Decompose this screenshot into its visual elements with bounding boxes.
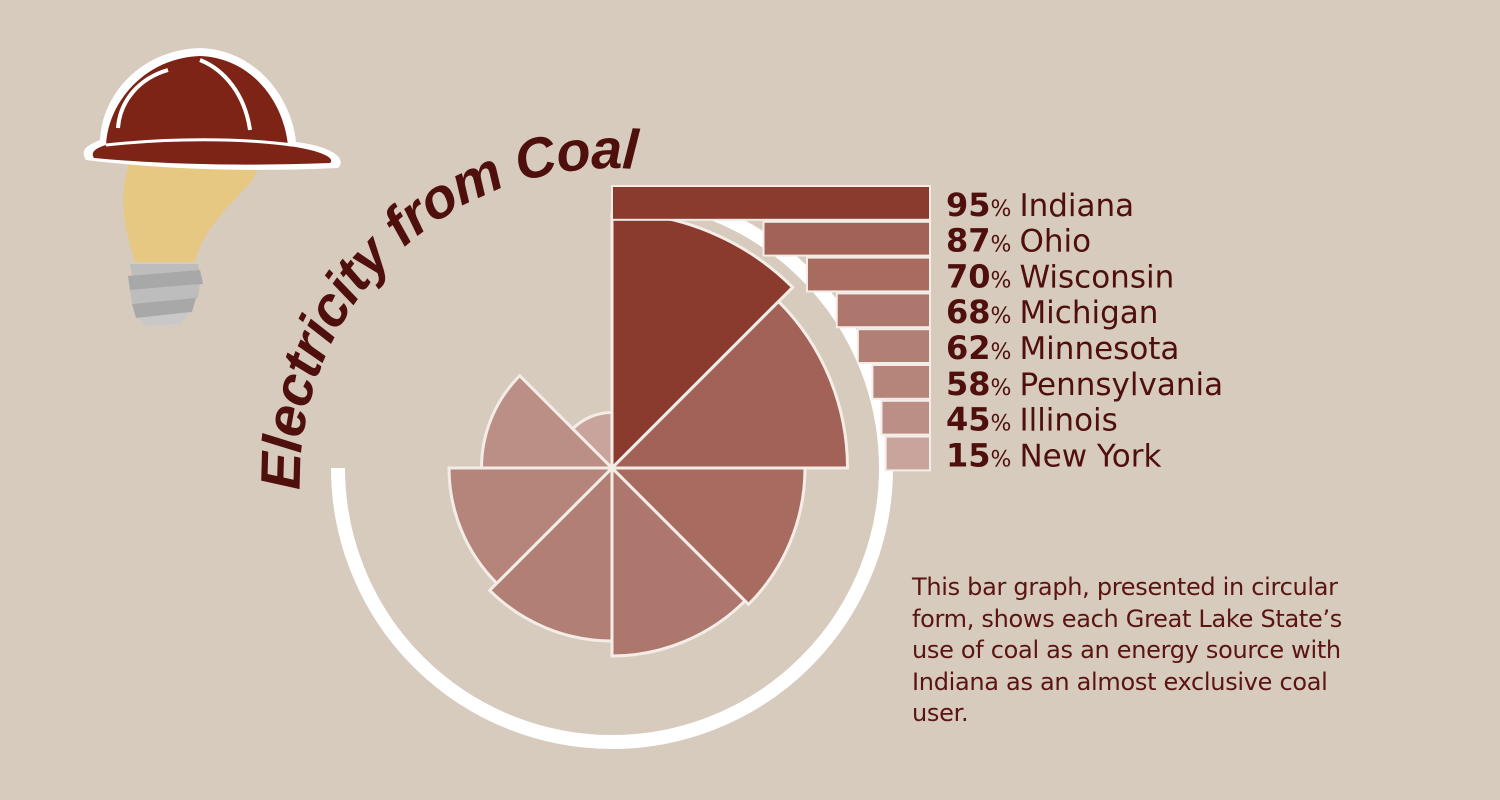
legend-unit: % (991, 447, 1012, 472)
legend-bar-pennsylvania (871, 364, 931, 400)
wedge-new-york (570, 410, 614, 472)
legend-category: Minnesota (1019, 331, 1179, 367)
legend-value: 62 (946, 329, 991, 367)
legend-label-new-york: 15% New York (946, 436, 1161, 474)
legend-bar-new-york (884, 435, 932, 472)
wedge-illinois (479, 373, 616, 470)
legend-bar-michigan (835, 292, 932, 329)
wedge-pennsylvania (447, 466, 616, 586)
legend-bars (611, 185, 932, 472)
legend-unit: % (991, 376, 1012, 401)
legend-label-wisconsin: 70% Wisconsin (946, 257, 1174, 295)
legend-bar-illinois (880, 399, 932, 436)
wedge-michigan (610, 464, 748, 658)
legend-bar-indiana (611, 185, 931, 221)
chart-wedges (447, 210, 850, 658)
legend-value: 15 (946, 436, 991, 474)
legend-category: Pennsylvania (1019, 367, 1223, 403)
light-bulb-icon (123, 150, 258, 326)
wedge-ohio (608, 299, 850, 470)
legend-value: 87 (946, 222, 991, 260)
legend-label-illinois: 45% Illinois (946, 401, 1118, 439)
legend-category: Illinois (1019, 403, 1117, 439)
legend-label-pennsylvania: 58% Pennsylvania (946, 365, 1223, 403)
wedge-minnesota (487, 464, 614, 643)
outer-ring-arc (331, 187, 893, 749)
legend-value: 68 (946, 293, 991, 331)
chart-caption: This bar graph, presented in circular fo… (912, 573, 1343, 727)
legend-bar-ohio (762, 220, 932, 257)
legend-label-ohio: 87% Ohio (946, 222, 1091, 260)
legend-label-minnesota: 62% Minnesota (946, 329, 1179, 367)
legend-category: Ohio (1019, 224, 1091, 260)
wedge-wisconsin (608, 466, 807, 607)
legend-value: 58 (946, 365, 991, 403)
legend-unit: % (991, 233, 1012, 258)
legend-category: Michigan (1019, 295, 1158, 331)
legend-value: 95 (946, 186, 991, 224)
chart-outer-ring (331, 187, 893, 749)
legend-category: Wisconsin (1019, 259, 1174, 295)
legend-bar-minnesota (856, 328, 932, 365)
legend-unit: % (991, 304, 1012, 329)
legend-labels: 95% Indiana 87% Ohio 70% Wisconsin 68% Michigan… (946, 186, 1223, 475)
legend-unit: % (991, 340, 1012, 365)
legend-value: 45 (946, 401, 991, 439)
legend-label-michigan: 68% Michigan (946, 293, 1158, 331)
legend-unit: % (991, 412, 1012, 437)
legend-unit: % (991, 268, 1012, 293)
legend-label-indiana: 95% Indiana (946, 186, 1134, 224)
hard-hat-icon (83, 48, 341, 170)
legend-category: Indiana (1019, 188, 1134, 224)
legend-bar-wisconsin (805, 256, 931, 293)
legend-unit: % (991, 197, 1012, 222)
legend-category: New York (1019, 438, 1161, 474)
legend-value: 70 (946, 257, 991, 295)
